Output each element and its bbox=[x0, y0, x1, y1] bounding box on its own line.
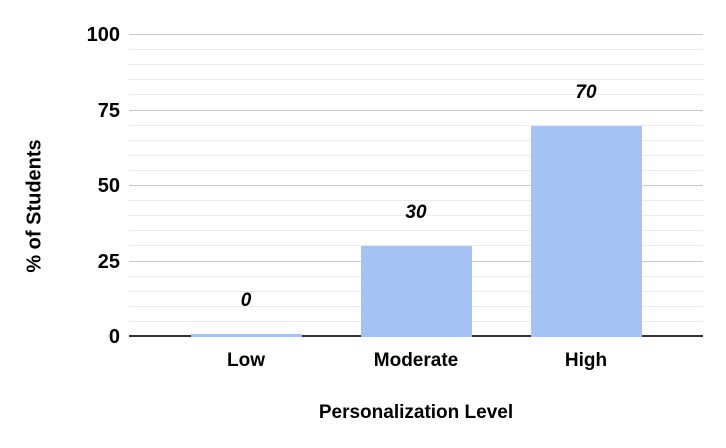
data-label-low: 0 bbox=[240, 290, 252, 311]
category-label-low: Low bbox=[227, 350, 265, 371]
minor-gridline-35 bbox=[129, 230, 703, 232]
y-tick-label-50: 50 bbox=[97, 175, 120, 197]
minor-gridline-90 bbox=[129, 64, 703, 66]
minor-gridline-65 bbox=[129, 139, 703, 141]
major-gridline-100 bbox=[129, 34, 703, 35]
y-tick-label-25: 25 bbox=[97, 250, 120, 273]
minor-gridline-70 bbox=[129, 124, 703, 126]
plot-area: 0 30 70 bbox=[129, 34, 703, 337]
data-label-moderate: 30 bbox=[405, 202, 427, 224]
minor-gridline-40 bbox=[129, 215, 703, 217]
minor-gridline-30 bbox=[129, 245, 703, 247]
minor-gridline-80 bbox=[129, 94, 703, 96]
bar-low bbox=[190, 334, 302, 337]
minor-gridline-60 bbox=[129, 154, 703, 156]
data-label-high: 70 bbox=[575, 81, 597, 103]
bar-moderate bbox=[360, 246, 472, 337]
minor-gridline-95 bbox=[129, 49, 703, 51]
y-tick-label-100: 100 bbox=[86, 24, 120, 46]
minor-gridline-85 bbox=[129, 79, 703, 81]
major-gridline-75 bbox=[129, 109, 703, 111]
y-tick-label-0: 0 bbox=[108, 326, 120, 348]
category-label-moderate: Moderate bbox=[373, 350, 459, 371]
bar-high bbox=[530, 125, 642, 337]
category-label-high: High bbox=[564, 350, 608, 371]
minor-gridline-55 bbox=[129, 169, 703, 171]
y-tick-label-75: 75 bbox=[97, 99, 120, 122]
minor-gridline-45 bbox=[129, 200, 703, 202]
x-axis-title: Personalization Level bbox=[318, 402, 514, 423]
major-gridline-50 bbox=[129, 185, 703, 186]
